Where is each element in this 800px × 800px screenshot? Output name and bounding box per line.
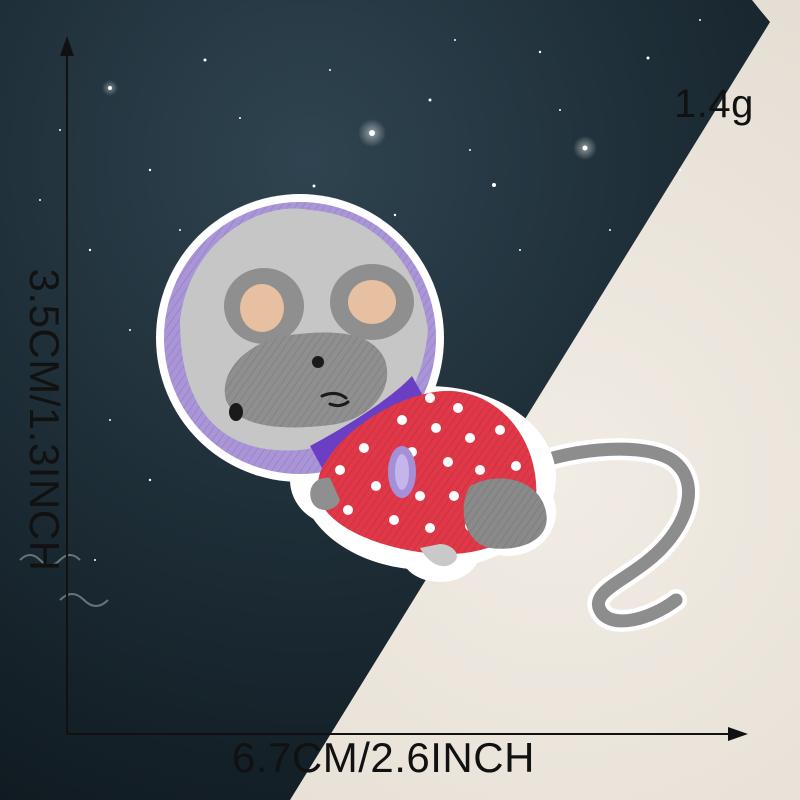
width-dimension-arrow — [67, 727, 748, 741]
height-dimension-arrow — [60, 36, 74, 734]
mouse-nose — [229, 403, 243, 421]
mouse-eye — [312, 356, 324, 368]
mouse-mouth — [320, 391, 350, 408]
mouse-patch — [156, 194, 700, 632]
width-label: 6.7CM/2.6INCH — [232, 734, 535, 781]
height-label: 3.5CM/1.3INCH — [21, 268, 68, 572]
weight-label: 1.4g — [674, 82, 754, 126]
mouse-hand — [310, 477, 340, 511]
